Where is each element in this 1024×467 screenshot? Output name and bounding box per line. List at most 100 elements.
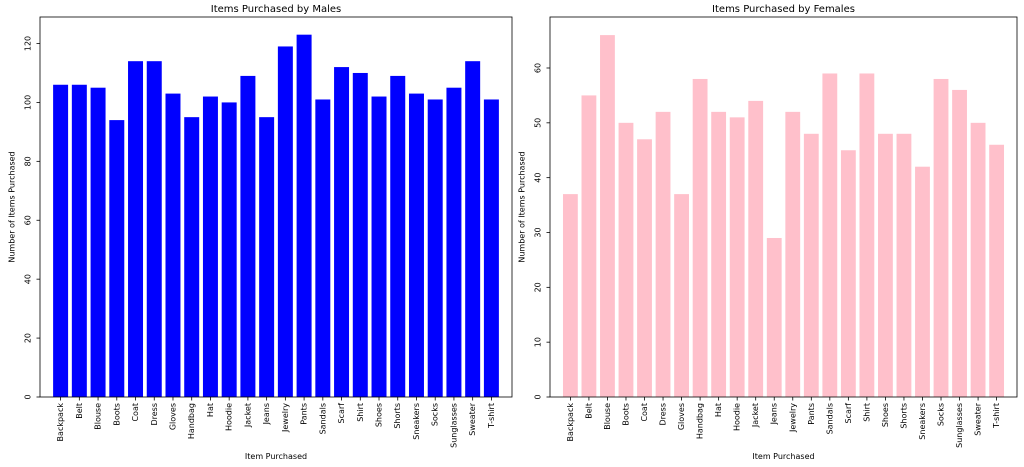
males-x-tick-label: Sandals: [318, 403, 327, 434]
males-bar-jacket: [240, 75, 256, 397]
males-bar-t-shirt: [483, 99, 499, 397]
females-x-axis-label: Item Purchased: [752, 452, 814, 461]
males-x-tick-label: Blouse: [94, 403, 103, 430]
females-x-tick-label: Jacket: [751, 403, 760, 428]
males-bar-hat: [202, 96, 218, 397]
females-y-tick-label: 30: [534, 227, 543, 237]
females-y-tick-label: 40: [534, 173, 543, 183]
females-bar-backpack: [562, 194, 578, 397]
females-bar-blouse: [600, 35, 615, 397]
males-x-tick-label: Jeans: [262, 403, 271, 425]
males-bar-shirt: [352, 72, 368, 397]
males-x-tick-label: Jacket: [243, 403, 252, 428]
males-x-tick-label: Sneakers: [412, 403, 421, 440]
females-bar-sneakers: [915, 166, 930, 397]
females-x-tick-label: Gloves: [677, 403, 686, 430]
males-x-tick-label: T-shirt: [487, 403, 496, 429]
females-bar-hoodie: [729, 117, 745, 398]
males-x-tick-label: Shorts: [393, 403, 402, 429]
females-x-tick-label: Sandals: [825, 403, 834, 434]
females-x-tick-label: Socks: [937, 403, 946, 426]
females-y-tick-label: 0: [534, 394, 543, 399]
males-x-tick-label: Sunglasses: [449, 403, 458, 448]
males-x-tick-label: Shoes: [375, 403, 384, 427]
females-bar-pants: [803, 133, 819, 397]
males-bar-sneakers: [408, 93, 424, 398]
males-bar-shoes: [371, 96, 387, 397]
females-plot-frame: [549, 16, 1018, 398]
females-x-tick-label: Jewelry: [788, 403, 797, 433]
males-y-axis-label: Number of Items Purchased: [8, 151, 17, 262]
males-bar-gloves: [165, 93, 181, 398]
females-bar-sunglasses: [952, 89, 967, 397]
females-y-tick-label: 20: [534, 282, 543, 292]
females-bar-gloves: [674, 194, 689, 397]
males-bar-backpack: [53, 84, 69, 397]
males-x-tick-label: Gloves: [168, 403, 177, 430]
females-bar-belt: [581, 95, 597, 398]
males-x-tick-label: Jewelry: [281, 403, 290, 433]
females-x-tick-label: Shirt: [862, 403, 871, 422]
females-bar-scarf: [840, 150, 856, 397]
females-x-tick-label: Belt: [584, 403, 593, 419]
males-bar-coat: [128, 61, 144, 398]
females-bar-sandals: [822, 73, 838, 398]
males-y-tick-label: 40: [24, 274, 33, 284]
males-bar-boots: [109, 120, 125, 398]
males-plot-frame: [39, 16, 513, 398]
males-bar-scarf: [334, 67, 350, 398]
males-y-tick-label: 60: [24, 215, 33, 225]
females-x-tick-label: Sneakers: [918, 403, 927, 440]
males-bar-sunglasses: [446, 87, 462, 397]
females-y-tick-label: 10: [534, 337, 543, 347]
females-chart-title: Items Purchased by Females: [712, 4, 855, 15]
males-x-tick-label: Shirt: [356, 403, 365, 422]
females-x-tick-label: Coat: [640, 403, 649, 422]
females-bar-coat: [637, 139, 652, 397]
males-bar-dress: [146, 61, 162, 398]
males-bar-jeans: [259, 117, 275, 398]
females-bar-jewelry: [785, 111, 801, 397]
males-y-tick-label: 0: [24, 394, 33, 399]
males-x-tick-label: Scarf: [337, 403, 346, 424]
females-bar-shorts: [896, 133, 912, 397]
males-x-tick-label: Pants: [300, 403, 309, 425]
females-bar-shoes: [878, 133, 893, 397]
females-x-tick-label: Backpack: [566, 403, 575, 442]
females-bar-shirt: [859, 73, 875, 398]
females-x-tick-label: Scarf: [844, 403, 853, 424]
males-chart-panel: Items Purchased by Males 0 20 40 60 80 100 120 B…: [8, 4, 513, 461]
males-x-tick-label: Backpack: [56, 403, 65, 442]
females-y-axis-label: Number of Items Purchased: [518, 151, 527, 262]
males-x-tick-label: Dress: [150, 403, 159, 426]
males-x-tick-label: Coat: [131, 403, 140, 422]
females-chart-panel: Items Purchased by Females 0 10 20 30 40 50 60 B…: [518, 4, 1018, 461]
males-x-tick-label: Sweater: [468, 402, 477, 436]
females-x-tick-label: Dress: [659, 403, 668, 426]
females-bar-socks: [933, 78, 949, 398]
females-bar-hat: [711, 111, 727, 397]
females-x-tick-label: Sunglasses: [955, 403, 964, 448]
females-x-tick-label: T-shirt: [992, 403, 1001, 429]
females-bar-sweater: [970, 122, 986, 398]
males-x-axis-label: Item Purchased: [245, 452, 307, 461]
females-x-tick-label: Handbag: [696, 403, 705, 439]
females-x-tick-label: Shoes: [881, 403, 890, 427]
females-x-tick-label: Boots: [621, 403, 630, 426]
males-x-tick-label: Belt: [75, 403, 84, 419]
females-x-tick-label: Hat: [714, 403, 723, 417]
males-bar-sandals: [315, 99, 331, 397]
females-bar-t-shirt: [989, 144, 1005, 397]
males-y-tick-label: 120: [24, 36, 33, 51]
males-bar-handbag: [184, 117, 200, 398]
females-bar-jacket: [748, 100, 764, 397]
females-x-tick-label: Blouse: [603, 403, 612, 430]
males-chart-title: Items Purchased by Males: [211, 4, 341, 15]
females-x-tick-label: Shorts: [899, 403, 908, 429]
males-bar-belt: [71, 84, 87, 397]
females-bar-dress: [655, 111, 671, 397]
females-bar-handbag: [692, 78, 708, 398]
females-x-tick-label: Pants: [807, 403, 816, 425]
males-x-tick-label: Hoodie: [225, 403, 234, 431]
